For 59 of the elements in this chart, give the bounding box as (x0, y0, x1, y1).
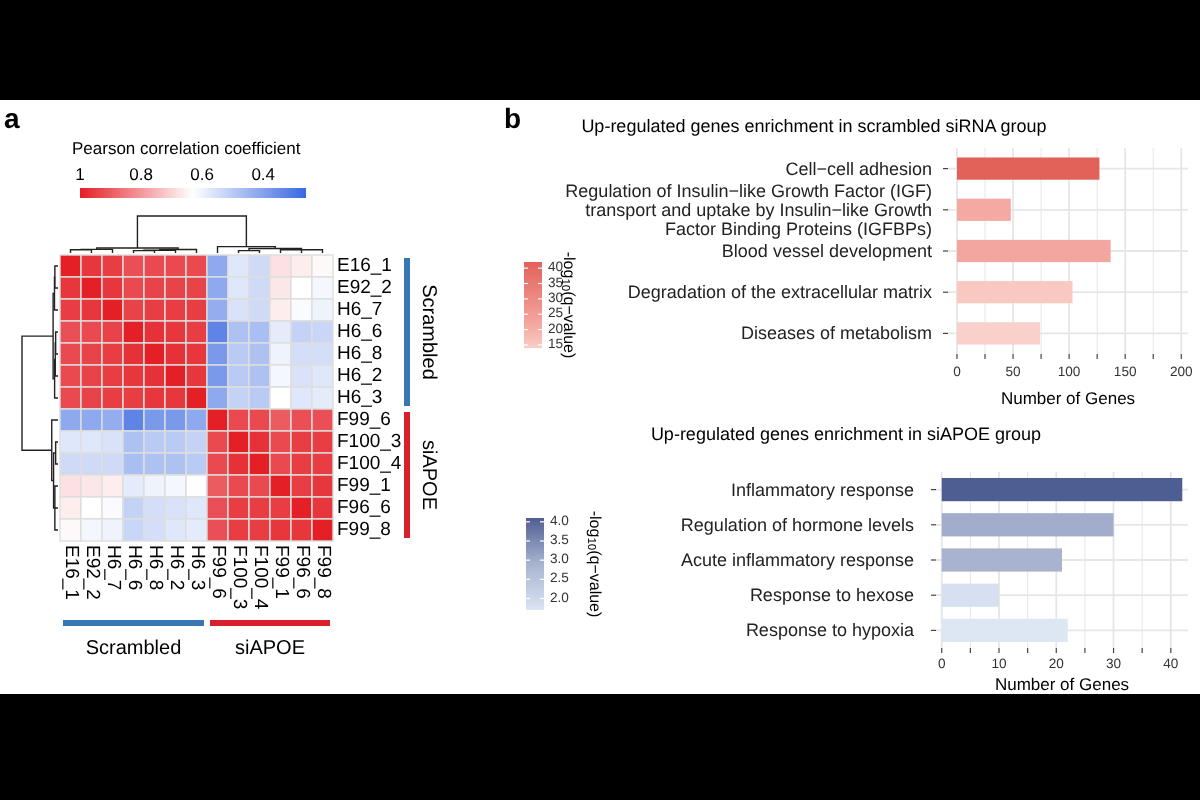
text: Scrambled (417, 284, 439, 380)
y-tick-label: H6_6 (337, 321, 383, 343)
text: a (4, 102, 20, 134)
color-bar-title: Pearson correlation coefficient (72, 138, 302, 158)
y-tick-label: H6_8 (337, 343, 383, 365)
y-tick-label: Response to hexose (749, 585, 914, 606)
y-tick-label: Diseases of metabolism (740, 323, 932, 344)
bar (941, 477, 1183, 502)
x-tick-label: F100_4 (248, 545, 271, 610)
text: siAPOE (234, 638, 306, 660)
y-tick-label: F99_6 (337, 409, 391, 431)
bar (941, 548, 1062, 572)
y-tick-label: H6_3 (337, 387, 383, 409)
chart-title: Up-regulated genes enrichment in siAPOE group (650, 424, 1042, 444)
color-bar-label: 0.4 (251, 164, 276, 184)
x-tick-label: H6_6 (122, 545, 145, 591)
y-tick-label: Regulation of hormone levels (680, 514, 915, 535)
y-tick-label: Regulation of Insulin−like Growth Factor (IGF) transport and uptake by Insulin−like Growth Factor Binding Proteins (IGFBPs) (565, 180, 932, 239)
y-tick-label: Blood vessel development (721, 241, 933, 261)
color-bar-label: 0.6 (190, 164, 215, 184)
y-tick-label: F100_4 (337, 453, 402, 475)
text: Scrambled (85, 638, 182, 660)
y-tick-label: Cell−cell adhesion (785, 158, 932, 179)
color-bar-label: 0.8 (129, 164, 154, 184)
x-axis-title: Number of Genes (994, 674, 1130, 694)
bar (956, 157, 1100, 180)
x-tick-label: F100_3 (227, 545, 250, 610)
y-tick-label: F100_3 (337, 431, 402, 453)
x-tick-label: H6_7 (101, 545, 124, 591)
bar (956, 239, 1111, 263)
bar (956, 281, 1073, 304)
y-tick-label: F99_8 (337, 519, 391, 541)
x-tick-label: F96_6 (290, 545, 313, 599)
text: siAPOE (417, 439, 439, 511)
x-tick-label: H6_8 (143, 545, 166, 591)
y-tick-label: H6_7 (337, 299, 383, 321)
text: b (504, 102, 522, 134)
y-tick-label: E16_1 (337, 255, 392, 277)
chart-title: Up-regulated genes enrichment in scrambled siRNA group (581, 116, 1047, 136)
y-tick-label: Response to hypoxia (745, 620, 914, 641)
bar (941, 583, 999, 607)
y-tick-label: Inflammatory response (730, 479, 914, 500)
x-axis-title: Number of Genes (1000, 388, 1136, 408)
y-tick-label: F99_1 (337, 475, 391, 497)
x-tick-label: E16_1 (59, 545, 82, 600)
bar (956, 198, 1011, 221)
color-bar-label: 1 (75, 164, 86, 184)
y-tick-label: Acute inflammatory response (680, 550, 914, 570)
y-tick-label: F96_6 (337, 497, 391, 519)
bar (941, 513, 1114, 537)
y-tick-label: Degradation of the extracellular matrix (627, 282, 933, 303)
x-tick-label: F99_6 (206, 545, 229, 599)
x-tick-label: H6_2 (164, 545, 187, 591)
x-tick-label: E92_2 (80, 545, 103, 600)
y-tick-label: E92_2 (337, 277, 392, 299)
bar (956, 322, 1040, 345)
bar (941, 618, 1068, 643)
x-tick-label: H6_3 (185, 545, 208, 591)
x-tick-label: F99_1 (269, 545, 292, 599)
